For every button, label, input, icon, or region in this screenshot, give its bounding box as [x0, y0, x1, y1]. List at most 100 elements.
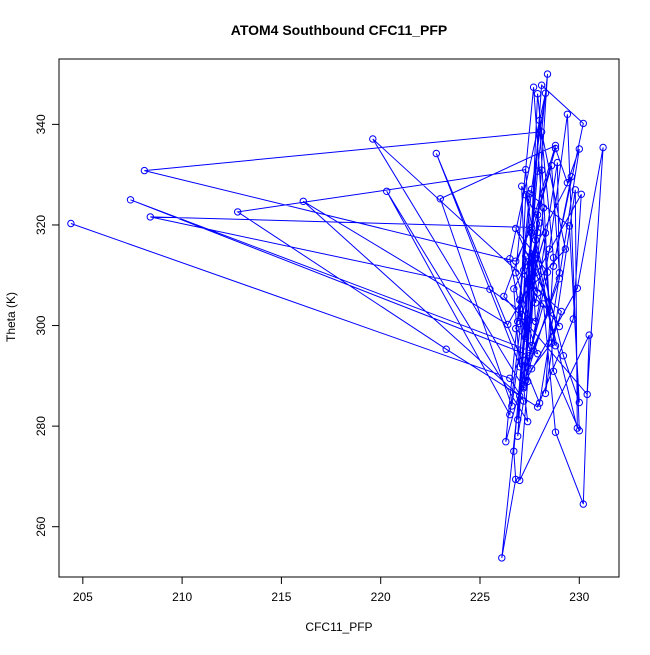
x-axis: 205 210 215 220 225 230 — [73, 576, 590, 604]
series-0-point-75 — [547, 161, 556, 170]
series-0-point-16 — [486, 285, 494, 293]
series-0-point-72 — [506, 255, 514, 263]
series-0-point-54 — [525, 190, 534, 198]
series-0-point-116 — [555, 322, 564, 331]
series-0-point-82 — [579, 119, 587, 128]
series-0-point-106 — [549, 254, 558, 262]
series-0-point-64 — [510, 447, 518, 455]
series-0-point-99 — [549, 367, 558, 375]
series-0-point-50 — [531, 236, 540, 244]
series-0-point-71 — [541, 89, 550, 97]
series-0-point-73 — [522, 334, 530, 342]
series-0-point-108 — [571, 186, 579, 194]
series-0-point-86 — [516, 363, 524, 371]
series-0-point-57 — [551, 428, 560, 436]
series-0-point-0 — [67, 219, 75, 228]
series-0-point-7 — [126, 196, 135, 204]
y-tick-label-4: 340 — [34, 114, 48, 134]
series-0-point-114 — [541, 229, 550, 237]
series-0-point-113 — [516, 319, 524, 328]
series-0-point-28 — [547, 339, 556, 347]
series-0-point-92 — [518, 182, 526, 190]
series-0-point-93 — [535, 219, 544, 227]
series-0-point-48 — [436, 195, 444, 203]
series-0-point-120 — [527, 258, 536, 266]
series-0-point-74 — [533, 211, 542, 219]
series-0-point-101 — [512, 269, 520, 277]
y-tick-label-2: 300 — [34, 315, 48, 335]
series-0-point-29 — [557, 307, 566, 316]
series-0-point-65 — [512, 475, 520, 484]
series-0-point-121 — [533, 289, 542, 297]
series-0-point-24 — [504, 320, 512, 329]
series-0-point-95 — [527, 342, 536, 350]
series-0-point-79 — [539, 204, 548, 212]
series-0-point-103 — [537, 166, 546, 174]
series-0-point-85 — [510, 285, 518, 293]
series-0-point-43 — [599, 143, 607, 152]
y-axis: 260 280 300 320 340 — [34, 114, 60, 537]
series-0-point-6 — [525, 352, 534, 360]
series-0-point-69 — [514, 317, 522, 326]
series-0-point-97 — [563, 110, 572, 119]
y-axis-label: Theta (K) — [4, 292, 18, 342]
series-0-point-53 — [565, 222, 574, 230]
series-layer — [67, 70, 607, 562]
series-0-point-45 — [500, 292, 508, 301]
series-0-point-36 — [551, 144, 560, 153]
x-tick-label-5: 230 — [569, 590, 589, 604]
series-0-point-56 — [539, 300, 548, 308]
series-0-point-66 — [498, 554, 506, 562]
series-0-point-10 — [561, 245, 570, 253]
series-0-point-52 — [575, 398, 583, 407]
x-tick-label-4: 225 — [470, 590, 490, 604]
series-0-point-78 — [531, 269, 540, 277]
series-0-point-30 — [369, 135, 377, 143]
series-0-point-39 — [535, 399, 544, 407]
series-0-line — [70, 74, 604, 558]
series-0-point-60 — [516, 476, 524, 485]
series-0-point-25 — [299, 197, 307, 206]
series-0-point-77 — [520, 380, 528, 389]
series-0-point-58 — [579, 500, 587, 508]
series-0-point-27 — [527, 365, 536, 373]
series-0-point-22 — [569, 315, 577, 323]
series-0-point-107 — [541, 389, 550, 398]
series-0-point-89 — [553, 158, 562, 167]
series-0-point-23 — [577, 190, 585, 199]
series-0-point-109 — [573, 424, 581, 432]
x-tick-label-2: 215 — [271, 590, 291, 604]
series-0-point-100 — [529, 83, 538, 91]
series-0-point-19 — [234, 208, 242, 216]
series-0-point-12 — [140, 166, 149, 175]
y-tick-label-3: 320 — [34, 215, 48, 235]
series-0-point-37 — [563, 179, 572, 187]
series-0-point-96 — [545, 245, 554, 253]
series-0-point-67 — [527, 271, 536, 279]
series-0-point-4 — [535, 116, 544, 125]
series-0-point-47 — [551, 141, 560, 150]
series-0-point-111 — [551, 342, 560, 350]
series-0-point-80 — [514, 415, 522, 424]
chart-title: ATOM4 Southbound CFC11_PFP — [231, 22, 448, 38]
series-0-point-33 — [383, 187, 391, 196]
series-0-point-81 — [537, 81, 546, 89]
series-0-point-1 — [506, 374, 514, 382]
series-0-point-84 — [567, 173, 575, 181]
series-0-point-46 — [531, 207, 540, 216]
series-0-point-49 — [508, 402, 516, 410]
series-0-point-70 — [527, 185, 536, 194]
y-tick-label-0: 260 — [34, 516, 48, 536]
series-0-point-8 — [533, 350, 542, 358]
x-tick-label-1: 210 — [172, 590, 192, 604]
series-0-point-117 — [512, 224, 520, 233]
series-0-point-104 — [522, 356, 530, 364]
series-0-point-102 — [525, 316, 534, 324]
series-0-point-9 — [516, 296, 524, 304]
series-0-point-3 — [514, 432, 522, 440]
series-0-point-5 — [545, 306, 554, 315]
series-0-point-62 — [543, 70, 552, 78]
series-0-point-94 — [512, 324, 520, 333]
series-0-point-44 — [583, 390, 591, 399]
